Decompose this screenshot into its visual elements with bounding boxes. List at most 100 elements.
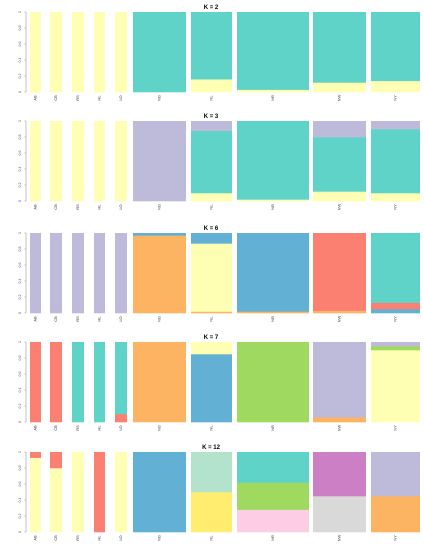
population-bar-ng bbox=[133, 342, 186, 423]
ancestry-segment bbox=[191, 79, 232, 93]
population-bar-ng bbox=[133, 121, 186, 202]
ancestry-segment bbox=[94, 342, 105, 423]
population-label: RS bbox=[75, 316, 80, 322]
population-label: NG bbox=[157, 95, 162, 101]
ancestry-segment bbox=[371, 80, 420, 93]
population-label: RS bbox=[75, 204, 80, 210]
population-label: CB bbox=[53, 316, 58, 322]
y-tick-label: 0.8 bbox=[18, 26, 22, 31]
population-bar-nr bbox=[237, 342, 309, 423]
panel-k-5: K = 12 0 0.2 0.4 0.6 0.8 1 AB CB RS HL LO NG NL NR NW NY bbox=[18, 445, 420, 541]
ancestry-segment bbox=[313, 12, 366, 83]
ancestry-segment bbox=[50, 12, 62, 93]
population-label: CB bbox=[53, 535, 58, 541]
population-label: HL bbox=[97, 535, 102, 541]
population-bar-lo bbox=[115, 233, 127, 314]
ancestry-segment bbox=[371, 342, 420, 347]
population-label: NG bbox=[157, 316, 162, 322]
population-bar-nw bbox=[313, 233, 366, 314]
panel-k-1: K = 2 0 0.2 0.4 0.6 0.8 1 AB CB RS HL LO NG NL NR NW NY bbox=[18, 5, 420, 101]
population-bar-nr bbox=[237, 121, 309, 202]
population-label: NL bbox=[209, 425, 214, 431]
population-label: NL bbox=[209, 95, 214, 101]
population-bar-lo bbox=[115, 452, 127, 533]
panel-title: K = 3 bbox=[204, 114, 219, 120]
ancestry-segment bbox=[371, 496, 420, 533]
y-tick-label: 1 bbox=[18, 451, 22, 453]
y-tick-label: 0.4 bbox=[18, 388, 22, 393]
y-tick-label: 0.4 bbox=[18, 279, 22, 284]
y-tick-label: 0.8 bbox=[18, 356, 22, 361]
population-label: NL bbox=[209, 204, 214, 210]
population-label: LO bbox=[118, 316, 123, 321]
ancestry-segment bbox=[72, 452, 84, 533]
y-tick-label: 0.8 bbox=[18, 247, 22, 252]
population-label: NY bbox=[393, 425, 398, 431]
ancestry-segment bbox=[371, 233, 420, 303]
ancestry-segment bbox=[313, 82, 366, 93]
population-bar-hl bbox=[94, 233, 105, 314]
panel-title: K = 6 bbox=[204, 226, 219, 232]
ancestry-segment bbox=[191, 354, 232, 423]
ancestry-segment bbox=[72, 12, 84, 93]
y-tick-label: 1 bbox=[18, 232, 22, 234]
y-tick-label: 0.2 bbox=[18, 514, 22, 519]
ancestry-segment bbox=[30, 342, 41, 423]
y-tick-label: 0.6 bbox=[18, 42, 22, 47]
population-label: NG bbox=[157, 425, 162, 431]
y-tick-label: 0 bbox=[18, 91, 22, 93]
ancestry-segment bbox=[371, 302, 420, 310]
ancestry-segment bbox=[237, 452, 309, 483]
population-bar-ng bbox=[133, 12, 186, 93]
population-bar-hl bbox=[94, 342, 105, 423]
ancestry-segment bbox=[50, 452, 62, 469]
population-label: HL bbox=[97, 95, 102, 101]
population-label: HL bbox=[97, 425, 102, 431]
population-label: AB bbox=[33, 425, 38, 431]
panel-title: K = 12 bbox=[202, 445, 221, 451]
population-label: NL bbox=[209, 316, 214, 322]
ancestry-segment bbox=[313, 310, 366, 314]
y-tick-label: 0.2 bbox=[18, 404, 22, 409]
population-label: AB bbox=[33, 316, 38, 322]
ancestry-segment bbox=[115, 414, 127, 423]
ancestry-segment bbox=[313, 121, 366, 138]
ancestry-segment bbox=[313, 233, 366, 311]
population-bar-nl bbox=[191, 342, 232, 423]
ancestry-segment bbox=[237, 311, 309, 314]
population-label: NY bbox=[393, 535, 398, 541]
population-label: CB bbox=[53, 204, 58, 210]
ancestry-segment bbox=[313, 417, 366, 423]
population-label: AB bbox=[33, 204, 38, 210]
population-label: NL bbox=[209, 535, 214, 541]
panel-title: K = 7 bbox=[204, 335, 219, 341]
population-bar-hl bbox=[94, 121, 105, 202]
population-label: NW bbox=[337, 203, 342, 210]
ancestry-segment bbox=[313, 496, 366, 533]
ancestry-segment bbox=[30, 121, 41, 202]
ancestry-segment bbox=[115, 12, 127, 93]
y-tick-label: 0.6 bbox=[18, 482, 22, 487]
ancestry-segment bbox=[371, 193, 420, 202]
ancestry-segment bbox=[50, 121, 62, 202]
ancestry-segment bbox=[371, 12, 420, 82]
ancestry-segment bbox=[237, 89, 309, 93]
ancestry-segment bbox=[237, 121, 309, 200]
population-bar-ny bbox=[371, 121, 420, 202]
ancestry-segment bbox=[115, 342, 127, 415]
population-bar-ng bbox=[133, 452, 186, 533]
population-label: LO bbox=[118, 95, 123, 100]
ancestry-segment bbox=[50, 233, 62, 314]
y-tick-label: 1 bbox=[18, 120, 22, 122]
y-tick-label: 0 bbox=[18, 421, 22, 423]
ancestry-segment bbox=[191, 130, 232, 194]
y-tick-label: 0.2 bbox=[18, 295, 22, 300]
panel-k-3: K = 6 0 0.2 0.4 0.6 0.8 1 AB CB RS HL LO NG NL NR NW NY bbox=[18, 226, 420, 322]
population-bar-nr bbox=[237, 452, 309, 533]
population-label: NG bbox=[157, 535, 162, 541]
population-bar-lo bbox=[115, 342, 127, 423]
population-label: AB bbox=[33, 535, 38, 541]
ancestry-segment bbox=[191, 121, 232, 131]
y-tick-label: 0.4 bbox=[18, 498, 22, 503]
y-tick-label: 0.8 bbox=[18, 135, 22, 140]
